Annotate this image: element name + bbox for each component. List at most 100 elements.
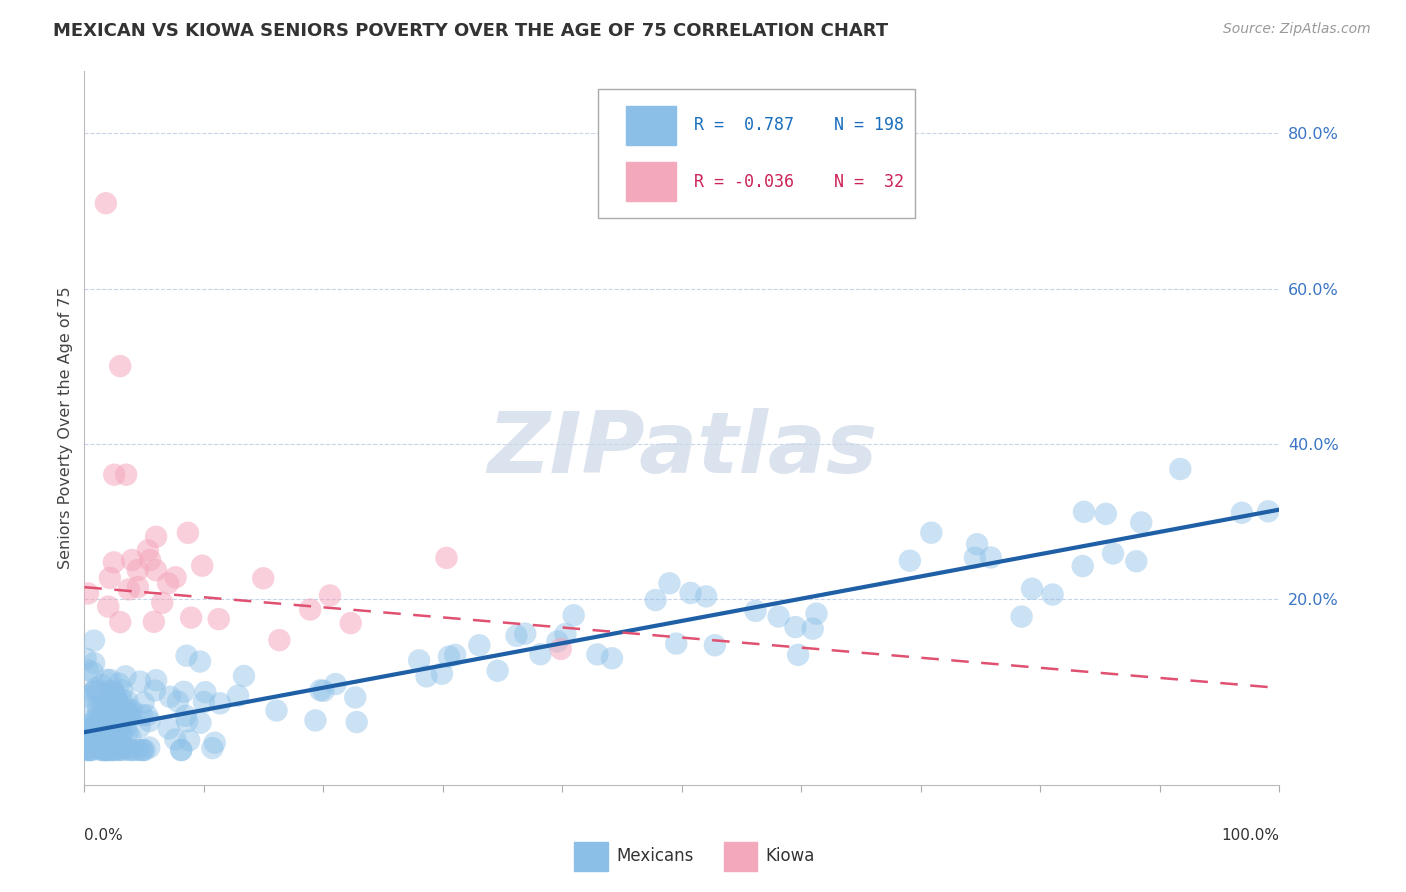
Point xyxy=(145,673,167,688)
Point xyxy=(600,651,623,665)
Point xyxy=(101,723,124,737)
Point xyxy=(101,685,124,699)
Point xyxy=(103,555,125,569)
Point xyxy=(94,714,117,728)
Point xyxy=(679,586,702,600)
Point xyxy=(75,651,97,665)
Point xyxy=(201,741,224,756)
Point xyxy=(127,580,149,594)
Point xyxy=(107,721,129,735)
Point xyxy=(79,735,101,749)
Point xyxy=(436,550,458,565)
Point xyxy=(82,723,104,737)
Point xyxy=(103,684,125,698)
Point xyxy=(79,739,101,753)
Point xyxy=(110,615,132,629)
Point xyxy=(191,558,214,573)
Point xyxy=(98,714,121,729)
Bar xyxy=(626,162,676,202)
Y-axis label: Seniors Poverty Over the Age of 75: Seniors Poverty Over the Age of 75 xyxy=(58,287,73,569)
Point xyxy=(91,741,114,756)
Point xyxy=(83,633,105,648)
Point xyxy=(138,714,160,728)
Point xyxy=(665,637,688,651)
Point xyxy=(84,712,107,726)
Point xyxy=(120,730,142,744)
Point xyxy=(90,743,112,757)
Point xyxy=(233,669,256,683)
Point xyxy=(100,673,122,687)
Point xyxy=(111,729,134,743)
Point xyxy=(97,743,120,757)
Point xyxy=(167,694,190,708)
Point xyxy=(204,736,226,750)
Point xyxy=(346,715,368,730)
Point xyxy=(430,666,453,681)
Point xyxy=(226,689,249,703)
Point xyxy=(695,590,717,604)
Point xyxy=(468,638,491,652)
Point xyxy=(176,648,198,663)
Point xyxy=(180,610,202,624)
Point xyxy=(134,743,156,757)
Point xyxy=(91,728,114,742)
Point xyxy=(1071,559,1094,574)
Text: Kiowa: Kiowa xyxy=(766,847,815,865)
Point xyxy=(1168,462,1191,476)
Point xyxy=(177,525,200,540)
Point xyxy=(94,734,117,748)
Point xyxy=(104,723,127,738)
Point xyxy=(980,550,1002,565)
Point xyxy=(131,743,153,757)
Point xyxy=(165,732,187,747)
FancyBboxPatch shape xyxy=(599,89,915,218)
Point xyxy=(97,692,120,706)
Point xyxy=(159,690,181,704)
Point xyxy=(79,729,101,743)
Point xyxy=(644,593,666,607)
Point xyxy=(97,705,120,719)
Point xyxy=(1257,504,1279,518)
Point xyxy=(415,669,437,683)
Point xyxy=(94,743,117,757)
Point xyxy=(103,742,125,756)
Point xyxy=(127,743,149,757)
Point xyxy=(76,663,98,677)
Point xyxy=(75,727,97,741)
Point xyxy=(129,674,152,689)
Bar xyxy=(724,842,758,871)
Point xyxy=(806,607,828,621)
Point xyxy=(121,553,143,567)
Point xyxy=(83,735,105,749)
Text: R = -0.036    N =  32: R = -0.036 N = 32 xyxy=(695,173,904,191)
Point xyxy=(150,596,173,610)
Point xyxy=(105,690,128,704)
Point xyxy=(86,736,108,750)
Point xyxy=(127,563,149,577)
Point xyxy=(114,700,136,714)
Point xyxy=(1130,516,1153,530)
Point xyxy=(75,723,97,737)
Point xyxy=(562,608,585,623)
Point xyxy=(121,703,143,717)
Point xyxy=(82,665,104,680)
Point xyxy=(94,743,117,757)
Point xyxy=(1095,507,1118,521)
Point xyxy=(86,716,108,731)
Point xyxy=(84,683,107,698)
Point xyxy=(529,647,551,661)
Point xyxy=(139,553,162,567)
Point xyxy=(87,704,110,718)
Point xyxy=(118,582,141,597)
Point xyxy=(1230,506,1253,520)
Point xyxy=(319,589,342,603)
Point xyxy=(90,678,112,692)
Point xyxy=(194,685,217,699)
Point xyxy=(176,714,198,729)
Point xyxy=(75,732,97,747)
Point xyxy=(112,743,135,757)
Point xyxy=(768,609,790,624)
Point xyxy=(83,656,105,670)
Point xyxy=(299,602,322,616)
Point xyxy=(96,730,118,744)
